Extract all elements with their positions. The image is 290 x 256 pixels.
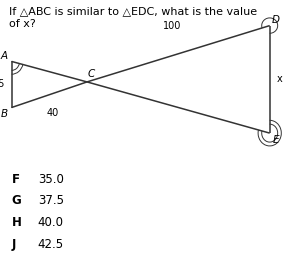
Text: C: C <box>88 69 95 79</box>
Text: 15: 15 <box>0 79 5 90</box>
Text: x: x <box>277 74 283 84</box>
Text: 40.0: 40.0 <box>38 216 64 229</box>
Text: B: B <box>1 109 8 119</box>
Text: 35.0: 35.0 <box>38 173 64 186</box>
Text: of x?: of x? <box>9 19 35 29</box>
Text: A: A <box>1 51 8 61</box>
Text: 37.5: 37.5 <box>38 195 64 207</box>
Text: 42.5: 42.5 <box>38 238 64 251</box>
Text: D: D <box>272 15 280 26</box>
Text: 100: 100 <box>163 21 182 31</box>
Text: J: J <box>12 238 16 251</box>
Text: If △ABC is similar to △EDC, what is the value: If △ABC is similar to △EDC, what is the … <box>9 6 257 16</box>
Text: F: F <box>12 173 20 186</box>
Text: 40: 40 <box>46 108 58 118</box>
Text: E: E <box>273 134 279 145</box>
Text: H: H <box>12 216 21 229</box>
Text: G: G <box>12 195 21 207</box>
